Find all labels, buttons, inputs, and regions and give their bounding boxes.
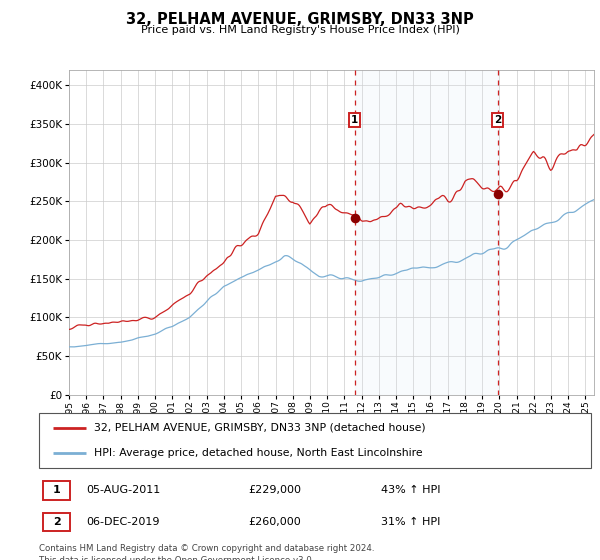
Bar [355,70,498,395]
FancyBboxPatch shape [43,513,70,531]
Text: 43% ↑ HPI: 43% ↑ HPI [381,486,441,496]
Text: £229,000: £229,000 [249,486,302,496]
Text: 32, PELHAM AVENUE, GRIMSBY, DN33 3NP: 32, PELHAM AVENUE, GRIMSBY, DN33 3NP [126,12,474,27]
Text: 2: 2 [494,115,502,125]
Text: 1: 1 [351,115,358,125]
FancyBboxPatch shape [43,481,70,500]
FancyBboxPatch shape [39,413,591,468]
Text: Contains HM Land Registry data © Crown copyright and database right 2024.
This d: Contains HM Land Registry data © Crown c… [39,544,374,560]
Text: 31% ↑ HPI: 31% ↑ HPI [381,517,440,527]
Text: HPI: Average price, detached house, North East Lincolnshire: HPI: Average price, detached house, Nort… [94,448,423,458]
Point [493,189,503,198]
Text: 1: 1 [53,486,61,496]
Text: £260,000: £260,000 [249,517,302,527]
Text: Price paid vs. HM Land Registry's House Price Index (HPI): Price paid vs. HM Land Registry's House … [140,25,460,35]
Text: 05-AUG-2011: 05-AUG-2011 [86,486,160,496]
Text: 32, PELHAM AVENUE, GRIMSBY, DN33 3NP (detached house): 32, PELHAM AVENUE, GRIMSBY, DN33 3NP (de… [94,423,426,432]
Point [350,213,359,222]
Text: 2: 2 [53,517,61,527]
Text: 06-DEC-2019: 06-DEC-2019 [86,517,160,527]
